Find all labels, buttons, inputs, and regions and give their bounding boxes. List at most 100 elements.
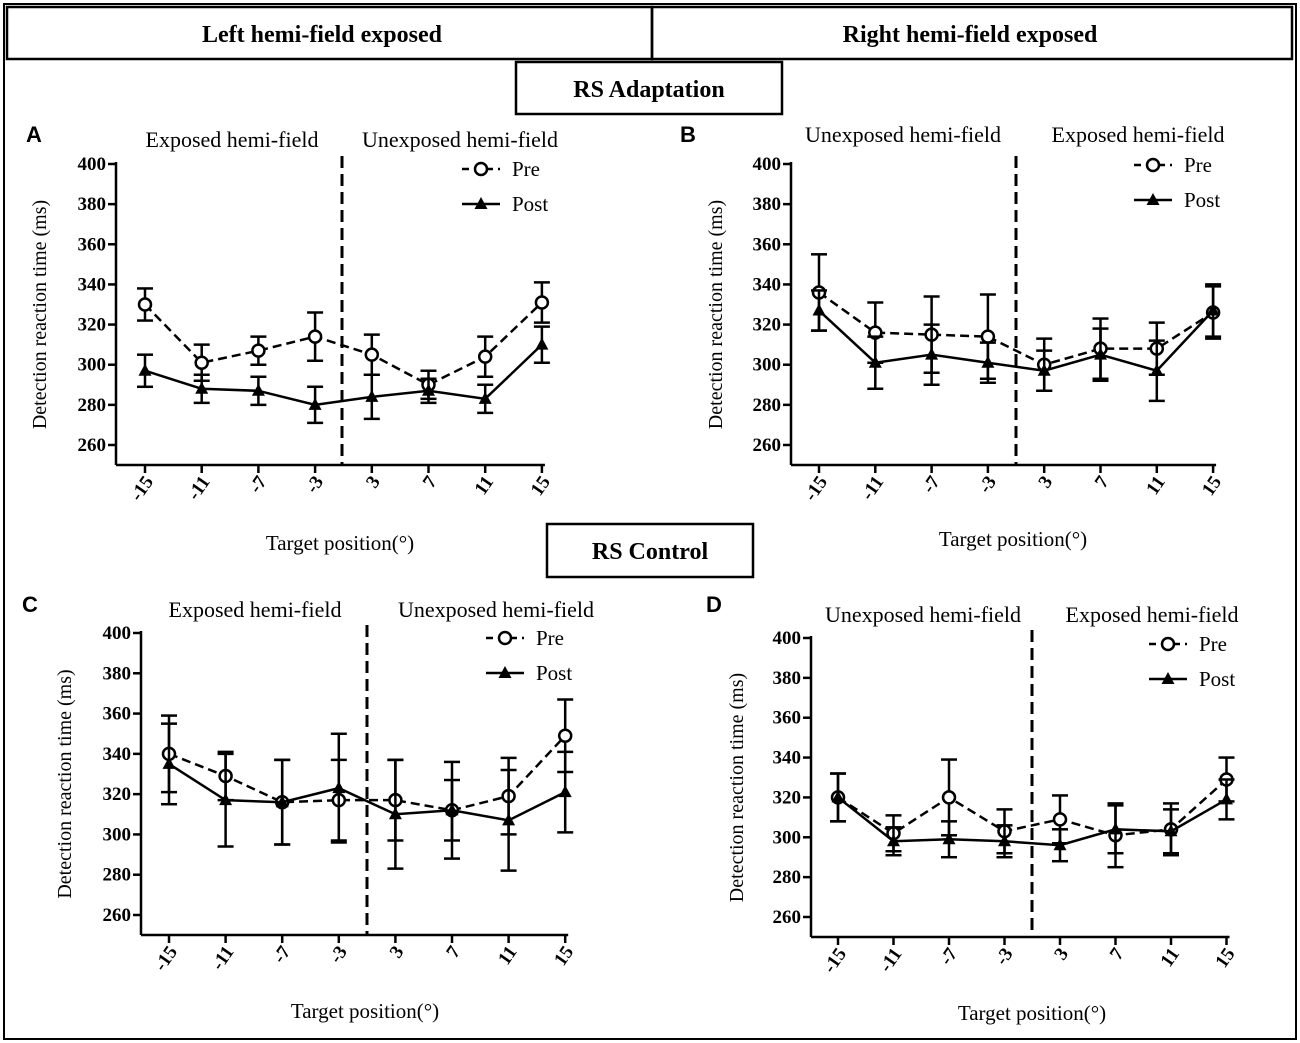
- y-tick-label: 260: [78, 435, 107, 456]
- data-point-pre: [137, 297, 153, 312]
- region-label-left: Exposed hemi-field: [169, 597, 342, 622]
- region-label-right: Unexposed hemi-field: [362, 127, 558, 152]
- panel-letter: D: [706, 592, 722, 617]
- data-point-post: [998, 834, 1011, 847]
- data-point-post: [981, 355, 995, 368]
- x-tick-label: -3: [302, 472, 328, 497]
- legend-label: Pre: [1184, 153, 1212, 177]
- y-tick-label: 280: [103, 865, 132, 886]
- region-label-left: Exposed hemi-field: [146, 127, 319, 152]
- y-tick-label: 300: [78, 355, 107, 376]
- y-tick-label: 280: [773, 867, 802, 888]
- panel-letter: B: [680, 122, 696, 147]
- x-tick-label: 7: [1106, 944, 1129, 964]
- data-point-post: [162, 756, 176, 769]
- y-tick-label: 360: [103, 704, 132, 725]
- series-line: [168, 762, 566, 822]
- panel-b: B Unexposed hemi-field Exposed hemi-field 2…: [680, 122, 1226, 551]
- legend-label: Post: [512, 192, 548, 216]
- y-tick-label: 380: [773, 668, 802, 689]
- legend-item-post: Post: [462, 192, 548, 216]
- data-point-post: [332, 781, 346, 794]
- x-tick-label: -7: [936, 944, 963, 969]
- legend-item-pre: Pre: [1149, 632, 1227, 656]
- x-tick-label: 3: [1035, 472, 1058, 492]
- y-axis-label: Detection reaction time (ms): [29, 200, 51, 429]
- data-point-post: [1206, 303, 1220, 316]
- x-tick-label: 3: [386, 942, 409, 962]
- legend-label: Post: [536, 661, 572, 685]
- x-tick-label: 11: [1157, 944, 1184, 971]
- data-point-post: [422, 383, 435, 396]
- data-point-pre: [941, 790, 957, 805]
- data-point-post: [868, 355, 882, 368]
- legend-marker-triangle: [1161, 672, 1175, 684]
- x-tick-label: -15: [150, 942, 182, 975]
- series-post: [830, 772, 1235, 863]
- data-point-post: [1109, 822, 1122, 835]
- outer-frame: [3, 3, 1297, 1040]
- data-point-pre: [557, 728, 573, 743]
- region-label-right: Unexposed hemi-field: [398, 597, 594, 622]
- y-tick-label: 320: [753, 315, 782, 336]
- x-tick-label: -3: [975, 472, 1001, 497]
- data-point-post: [925, 347, 939, 360]
- data-point-pre: [251, 343, 266, 358]
- series-line: [818, 291, 1214, 367]
- legend-item-post: Post: [486, 661, 572, 685]
- data-point-post: [365, 389, 379, 402]
- x-tick-label: 15: [1211, 944, 1239, 972]
- y-tick-label: 340: [753, 274, 782, 295]
- x-tick-label: 15: [550, 942, 578, 970]
- control-title: RS Control: [592, 539, 709, 565]
- right-header-title: Right hemi-field exposed: [843, 22, 1098, 48]
- y-tick-label: 320: [773, 787, 802, 808]
- data-point-pre: [194, 355, 209, 370]
- legend-label: Post: [1184, 188, 1220, 212]
- data-point-post: [1053, 838, 1067, 851]
- adaptation-title: RS Adaptation: [573, 77, 724, 103]
- x-tick-label: -11: [857, 472, 888, 504]
- right-header-box: [650, 5, 1294, 61]
- x-axis-label: Target position(°): [939, 527, 1087, 551]
- y-axis-label: Detection reaction time (ms): [726, 673, 748, 902]
- panel-d: D Unexposed hemi-field Exposed hemi-field 2…: [706, 592, 1240, 1025]
- region-label-left: Unexposed hemi-field: [825, 602, 1021, 627]
- x-tick-label: -15: [800, 472, 832, 505]
- legend-marker-circle: [473, 161, 489, 177]
- x-tick-label: -11: [184, 472, 215, 504]
- y-tick-label: 360: [78, 234, 107, 255]
- data-point-post: [1094, 347, 1107, 360]
- x-tick-label: 3: [362, 472, 385, 492]
- legend-label: Pre: [512, 157, 540, 181]
- legend-marker-circle: [1145, 157, 1161, 173]
- series-line: [144, 343, 543, 407]
- y-tick-label: 380: [753, 194, 782, 215]
- legend-label: Pre: [536, 626, 564, 650]
- x-tick-label: 7: [1091, 472, 1114, 492]
- y-tick-label: 300: [773, 827, 802, 848]
- y-tick-label: 300: [103, 824, 132, 845]
- data-point-pre: [1052, 812, 1068, 827]
- x-tick-label: 7: [419, 472, 442, 492]
- y-tick-label: 300: [753, 355, 782, 376]
- x-tick-label: -11: [207, 942, 238, 974]
- y-tick-label: 340: [78, 274, 107, 295]
- panel-c: C Exposed hemi-field Unexposed hemi-field 2…: [22, 592, 594, 1023]
- x-tick-label: 11: [1142, 472, 1169, 499]
- x-tick-label: -7: [918, 472, 945, 497]
- legend-marker-triangle: [474, 197, 488, 209]
- x-axis-label: Target position(°): [958, 1001, 1106, 1025]
- legend-item-pre: Pre: [1134, 153, 1212, 177]
- region-label-right: Exposed hemi-field: [1052, 122, 1225, 147]
- x-tick-label: -15: [126, 472, 158, 505]
- data-point-post: [195, 381, 209, 394]
- y-axis-label: Detection reaction time (ms): [705, 200, 727, 429]
- data-point-post: [251, 383, 265, 396]
- panel-a: A Exposed hemi-field Unexposed hemi-field 2…: [26, 122, 558, 555]
- data-point-pre: [477, 349, 493, 364]
- data-point-post: [812, 303, 826, 316]
- legend-item-pre: Pre: [462, 157, 540, 181]
